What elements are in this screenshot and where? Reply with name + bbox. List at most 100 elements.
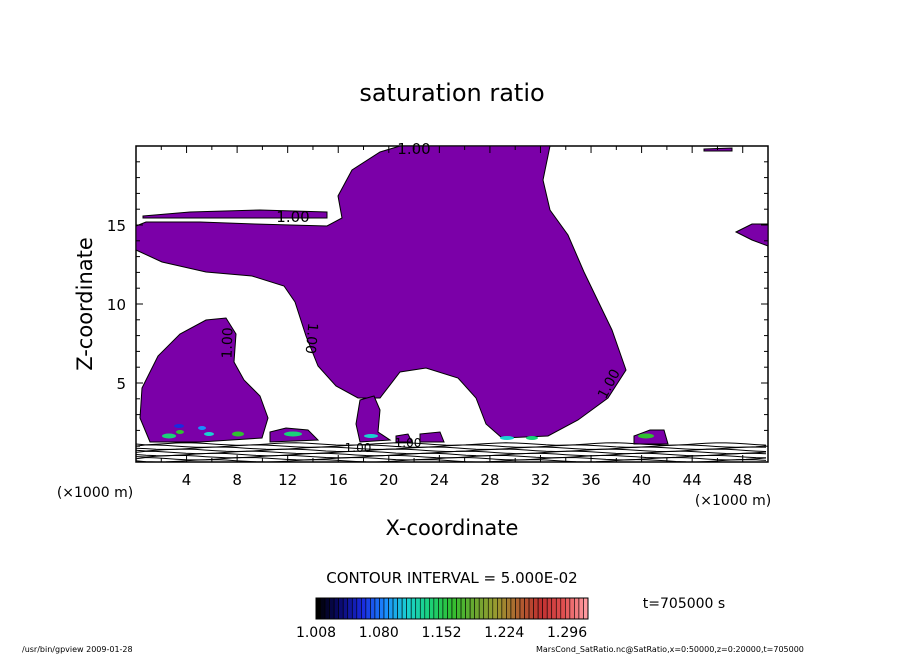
footer-right: MarsCond_SatRatio.nc@SatRatio,x=0:50000,…	[536, 645, 804, 654]
colorbar-cell	[542, 597, 548, 620]
colorbar-tick-label: 1.080	[359, 625, 399, 641]
contour-interval: CONTOUR INTERVAL = 5.000E-02	[326, 569, 577, 587]
field-patch	[174, 424, 184, 428]
colorbar-cell	[465, 597, 471, 620]
time-label: t=705000 s	[643, 596, 725, 612]
colorbar-cell	[528, 597, 534, 620]
field-patch	[638, 433, 654, 439]
colorbar: 1.008 1.080 1.152 1.224 1.296	[296, 597, 589, 641]
y-tick-label: 5	[116, 375, 126, 393]
contour-region	[142, 209, 328, 219]
x-tick-label: 48	[733, 471, 752, 489]
x-tick-label: 24	[430, 471, 449, 489]
colorbar-cell	[347, 597, 353, 620]
colorbar-cell	[497, 597, 503, 620]
colorbar-cell	[324, 597, 330, 620]
x-tick-label: 4	[182, 471, 192, 489]
colorbar-cell	[329, 597, 335, 620]
contour-line	[135, 450, 767, 455]
contour-label: 1.00	[345, 441, 372, 455]
field-patch	[526, 436, 538, 440]
colorbar-cell	[515, 597, 521, 620]
contour-line	[135, 452, 767, 457]
chart-title: saturation ratio	[359, 79, 544, 107]
y-tick-label: 10	[107, 296, 126, 314]
colorbar-cell	[574, 597, 580, 620]
colorbar-cell	[533, 597, 539, 620]
colorbar-cell	[419, 597, 426, 620]
colorbar-cell	[365, 597, 371, 620]
colorbar-cell	[406, 597, 412, 620]
colorbar-cell	[374, 597, 380, 620]
colorbar-cell	[483, 597, 489, 620]
colorbar-cell	[456, 597, 462, 620]
contour-line	[135, 446, 767, 450]
colorbar-cell	[397, 597, 403, 620]
colorbar-cell	[410, 597, 417, 620]
contour-region	[395, 433, 413, 443]
x-unit-left: (×1000 m)	[57, 485, 133, 501]
colorbar-cell	[361, 597, 367, 620]
x-tick-label: 40	[632, 471, 651, 489]
colorbar-cell	[519, 597, 525, 620]
colorbar-cell	[429, 597, 435, 620]
colorbar-cell	[370, 597, 376, 620]
x-axis-label: X-coordinate	[386, 516, 519, 540]
field-patch	[232, 431, 244, 437]
x-unit-right: (×1000 m)	[695, 493, 771, 509]
colorbar-cell	[320, 597, 326, 620]
colorbar-cell	[478, 597, 485, 620]
colorbar-cell	[383, 597, 389, 620]
field-patch	[176, 430, 184, 434]
plot-area: 1.00 1.00 1.00 1.00 1.00 1.00 1.00 4 8 12 1…	[107, 140, 769, 489]
colorbar-tick-label: 1.224	[484, 625, 524, 641]
colorbar-cell	[379, 597, 385, 620]
field-patch	[198, 426, 206, 430]
colorbar-cell	[351, 597, 358, 620]
field-patch	[162, 433, 176, 439]
colorbar-cell	[578, 597, 584, 620]
contour-line	[135, 444, 767, 448]
contour-label: 1.00	[302, 322, 321, 354]
colorbar-cell	[506, 597, 512, 620]
contour-region	[139, 317, 269, 443]
contour-line	[135, 459, 767, 463]
colorbar-cell	[537, 597, 543, 620]
x-tick-label: 12	[278, 471, 297, 489]
colorbar-cell	[501, 597, 507, 620]
colorbar-cell	[438, 597, 444, 620]
contour-label: 1.00	[219, 327, 236, 359]
colorbar-cell	[401, 597, 407, 620]
x-tick-label: 32	[531, 471, 550, 489]
colorbar-frame	[315, 597, 589, 620]
field-patch	[500, 436, 514, 440]
contour-region	[135, 145, 627, 439]
colorbar-cell	[510, 597, 516, 620]
colorbar-cell	[415, 597, 421, 620]
colorbar-tick-label: 1.008	[296, 625, 336, 641]
colorbar-cell	[469, 597, 475, 620]
contour-label: 1.00	[395, 436, 422, 450]
colorbar-cell	[551, 597, 557, 620]
y-axis-label: Z-coordinate	[73, 237, 97, 371]
contour-field	[135, 145, 769, 463]
contour-region	[703, 147, 733, 152]
colorbar-cell	[333, 597, 339, 620]
colorbar-cell	[492, 597, 498, 620]
colorbar-cell	[356, 597, 362, 620]
colorbar-cell	[560, 597, 566, 620]
contour-region	[419, 431, 445, 443]
x-tick-label: 44	[683, 471, 702, 489]
colorbar-cell	[392, 597, 398, 620]
colorbar-cell	[424, 597, 430, 620]
contour-region	[734, 223, 769, 247]
colorbar-tick-label: 1.152	[421, 625, 461, 641]
contour-label: 1.00	[276, 208, 309, 226]
colorbar-cell	[338, 597, 344, 620]
x-tick-label: 28	[480, 471, 499, 489]
y-tick-label: 15	[107, 217, 126, 235]
colorbar-cell	[583, 597, 589, 620]
colorbar-cell	[442, 597, 448, 620]
